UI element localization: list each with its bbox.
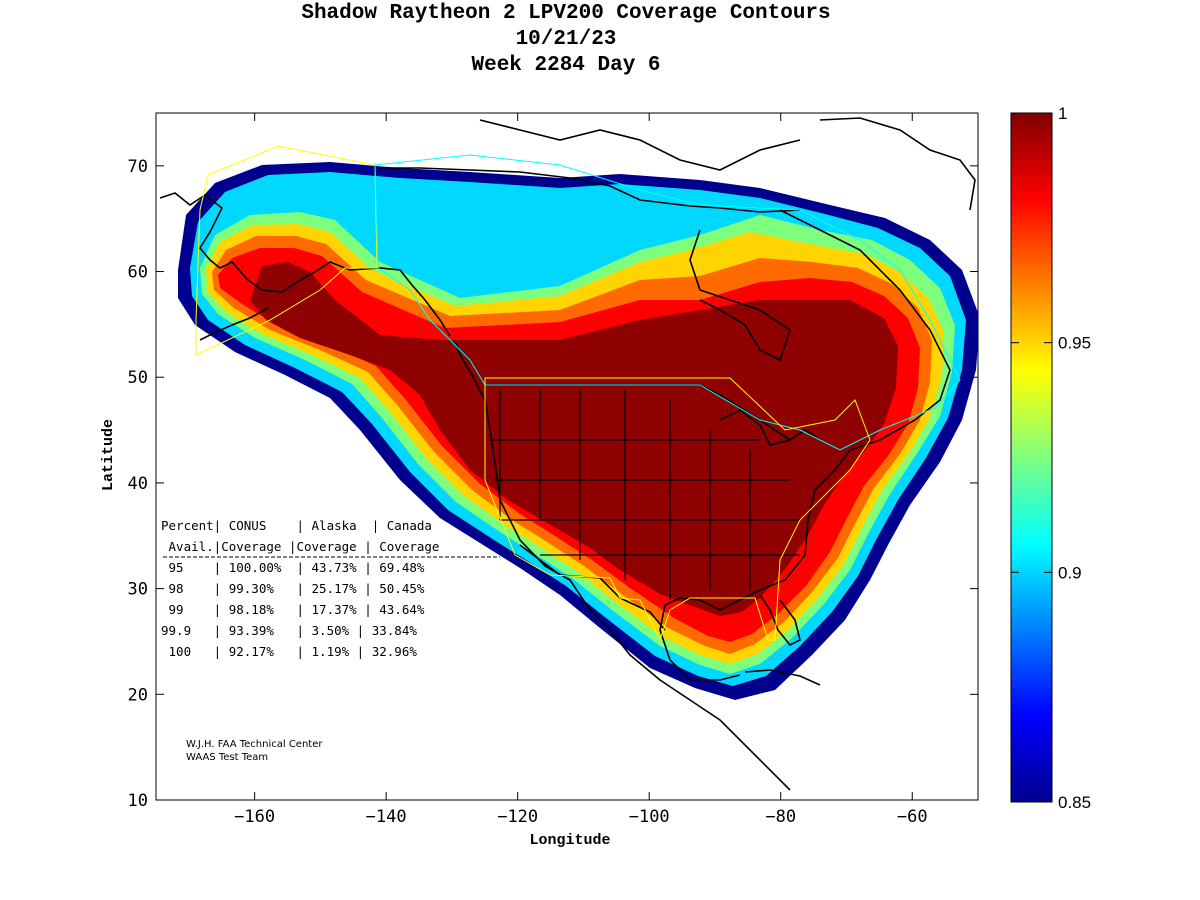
table-row: 99.9 | 93.39% | 3.50% | 33.84% — [161, 623, 417, 638]
colorbar-tick-label: 0.9 — [1058, 563, 1082, 582]
y-tick-label: 60 — [128, 263, 148, 283]
canada-region-outline — [374, 154, 961, 451]
credit-line-1: W.J.H. FAA Technical Center — [186, 739, 323, 750]
colorbar-ticks: 0.85 0.9 0.95 1 — [1011, 104, 1091, 812]
y-tick-label: 10 — [128, 791, 148, 811]
great-lakes — [719, 409, 821, 446]
colorbar-tick-label: 0.95 — [1058, 334, 1091, 353]
table-row: 100 | 92.17% | 1.19% | 32.96% — [161, 644, 417, 659]
arctic-coast — [378, 167, 801, 213]
aleutian-chain — [199, 307, 269, 341]
y-tick-label: 30 — [128, 580, 148, 600]
x-tick-label: −80 — [765, 807, 796, 827]
y-axis-label: Latitude — [100, 419, 117, 491]
florida — [759, 594, 801, 647]
y-tick-label: 70 — [128, 157, 148, 177]
y-tick-label: 40 — [128, 474, 148, 494]
arctic-islands — [479, 119, 801, 171]
hudson-bay — [689, 229, 791, 362]
coverage-table: Percent| CONUS | Alaska | Canada Avail.|… — [161, 518, 500, 659]
table-row: 98 | 99.30% | 25.17% | 50.45% — [161, 581, 425, 596]
chart-date: 10/21/23 — [515, 28, 617, 51]
x-axis-label: Longitude — [529, 832, 610, 849]
plot-frame — [155, 112, 979, 801]
x-tick-label: −160 — [234, 807, 275, 827]
alaska-coastline — [159, 192, 451, 337]
y-axis: 10 20 30 40 50 60 70 — [128, 157, 978, 811]
chart-title: Shadow Raytheon 2 LPV200 Coverage Contou… — [301, 2, 831, 25]
table-row: 99 | 98.18% | 17.37% | 43.64% — [161, 602, 425, 617]
x-axis: −160 −140 −120 −100 −80 −60 — [234, 113, 928, 827]
x-tick-label: −120 — [497, 807, 538, 827]
cuba — [744, 669, 821, 686]
x-tick-label: −140 — [366, 807, 407, 827]
greenland-outline — [819, 117, 976, 211]
colorbar-tick-label: 1 — [1058, 104, 1067, 123]
coverage-contours — [178, 162, 978, 700]
chart-week-day: Week 2284 Day 6 — [471, 54, 661, 77]
y-tick-label: 50 — [128, 368, 148, 388]
y-tick-label: 20 — [128, 685, 148, 705]
region-outlines — [195, 145, 961, 642]
credit-line-2: WAAS Test Team — [186, 752, 268, 763]
colorbar-tick-label: 0.85 — [1058, 793, 1091, 812]
mexico-gulf-coast — [659, 597, 741, 681]
table-header-2: Avail.|Coverage |Coverage | Coverage — [161, 539, 439, 554]
x-tick-label: −100 — [629, 807, 670, 827]
table-header-1: Percent| CONUS | Alaska | Canada — [161, 518, 432, 533]
x-tick-label: −60 — [897, 807, 928, 827]
contour-band-100 — [250, 262, 898, 616]
colorbar — [1010, 112, 1053, 803]
alaska-region-outline — [195, 145, 378, 356]
table-row: 95 | 100.00% | 43.73% | 69.48% — [161, 560, 425, 575]
conus-region-outline — [484, 377, 871, 642]
us-mexico-border — [519, 544, 666, 631]
state-boundaries — [490, 390, 800, 600]
